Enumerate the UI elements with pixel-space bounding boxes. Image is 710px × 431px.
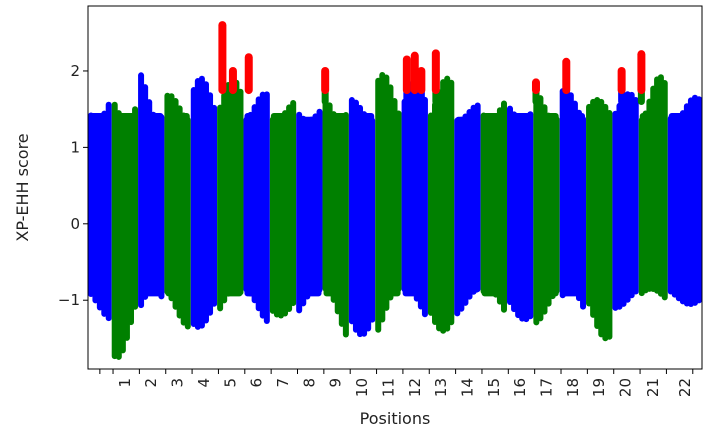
chromosome-points-13 xyxy=(427,49,455,334)
chromosome-points-8 xyxy=(296,108,323,314)
chromosome-points-5 xyxy=(217,21,244,312)
chromosome-points-9 xyxy=(321,66,349,338)
chromosome-points-16 xyxy=(506,105,534,323)
chromosome-points-14 xyxy=(454,102,481,317)
x-tick-label: 2 xyxy=(142,378,160,388)
chromosome-points-6 xyxy=(243,53,270,325)
chromosome-points-21 xyxy=(637,50,668,301)
y-tick-label: 1 xyxy=(70,138,80,156)
chromosome-points-3 xyxy=(164,92,191,330)
chromosome-points-19 xyxy=(586,96,613,342)
x-tick-label: 9 xyxy=(327,378,345,388)
x-tick-label: 7 xyxy=(274,378,292,388)
x-tick-label: 6 xyxy=(248,378,266,388)
x-tick-label: 16 xyxy=(511,378,529,397)
chromosome-points-12 xyxy=(401,51,428,318)
y-tick-label: −1 xyxy=(58,291,80,309)
x-tick-label: 8 xyxy=(300,378,318,388)
x-tick-label: 12 xyxy=(406,378,424,397)
plot-frame xyxy=(87,5,703,370)
x-tick-label: 14 xyxy=(458,378,476,397)
chromosome-points-4 xyxy=(190,75,218,330)
chromosome-points-start xyxy=(88,101,112,322)
x-tick-label: 15 xyxy=(485,378,503,397)
x-tick-label: 18 xyxy=(564,378,582,397)
x-tick-label: 22 xyxy=(676,378,694,397)
x-tick-label: 1 xyxy=(116,378,134,388)
x-tick-label: 19 xyxy=(590,378,608,397)
x-tick-label: 4 xyxy=(195,378,213,388)
chromosome-points-18 xyxy=(559,57,587,310)
chromosome-points-1 xyxy=(111,101,139,360)
x-axis-label: Positions xyxy=(360,409,431,428)
x-tick-label: 20 xyxy=(617,378,635,397)
x-tick-label: 13 xyxy=(432,378,450,397)
chromosome-points-7 xyxy=(269,100,297,319)
x-tick-label: 3 xyxy=(169,378,187,388)
y-tick-label: 0 xyxy=(70,215,80,233)
chromosome-points-2 xyxy=(138,72,165,309)
chromosome-points-17 xyxy=(531,78,560,326)
y-axis-label: XP-EHH score xyxy=(13,133,32,241)
chromosome-points-20 xyxy=(612,66,639,311)
y-axis: −1 0 1 2 xyxy=(58,62,88,309)
chromosome-points-15 xyxy=(480,100,507,313)
x-tick-label: 11 xyxy=(379,378,397,397)
x-axis: 1 2 3 4 5 6 7 8 9 10 11 12 13 14 15 16 17 18 19 20 21 22 xyxy=(99,369,694,397)
x-tick-label: 21 xyxy=(644,378,662,397)
x-tick-label: 17 xyxy=(538,378,556,397)
x-tick-label: 10 xyxy=(353,378,371,397)
chromosome-points-22 xyxy=(667,94,702,308)
chart-marks xyxy=(88,21,702,360)
y-tick-label: 2 xyxy=(70,62,80,80)
chromosome-points-11 xyxy=(375,71,402,333)
x-tick-label: 5 xyxy=(221,378,239,388)
chromosome-points-10 xyxy=(348,97,376,338)
